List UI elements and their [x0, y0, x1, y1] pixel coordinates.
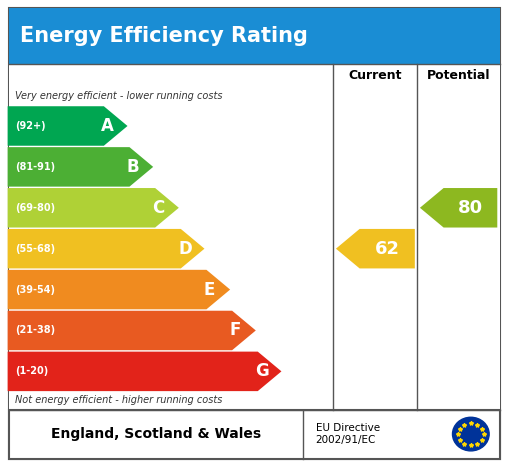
Polygon shape [420, 188, 497, 227]
Polygon shape [8, 147, 153, 187]
Text: 62: 62 [375, 240, 400, 258]
Polygon shape [336, 229, 415, 269]
Bar [9, 410, 500, 459]
Text: Not energy efficient - higher running costs: Not energy efficient - higher running co… [15, 395, 222, 405]
Text: F: F [230, 321, 241, 340]
Text: (21-38): (21-38) [15, 325, 55, 335]
Text: 80: 80 [458, 199, 483, 217]
Circle shape [453, 417, 489, 451]
Text: A: A [101, 117, 114, 135]
Text: (55-68): (55-68) [15, 244, 55, 254]
Polygon shape [8, 106, 128, 146]
Text: Very energy efficient - lower running costs: Very energy efficient - lower running co… [15, 91, 223, 101]
Text: Current: Current [349, 69, 402, 82]
Polygon shape [8, 270, 230, 309]
Text: (92+): (92+) [15, 121, 46, 131]
Bar [9, 8, 500, 64]
Bar [9, 64, 500, 88]
Polygon shape [8, 311, 256, 350]
Text: EU Directive
2002/91/EC: EU Directive 2002/91/EC [316, 423, 380, 445]
Text: Energy Efficiency Rating: Energy Efficiency Rating [20, 26, 308, 46]
Text: (81-91): (81-91) [15, 162, 55, 172]
Text: E: E [204, 281, 215, 298]
Text: D: D [178, 240, 192, 258]
Polygon shape [8, 188, 179, 227]
Text: Potential: Potential [427, 69, 490, 82]
Text: B: B [127, 158, 139, 176]
Polygon shape [8, 352, 281, 391]
Text: C: C [153, 199, 165, 217]
Text: (1-20): (1-20) [15, 367, 48, 376]
Bar [9, 88, 500, 410]
Polygon shape [8, 229, 205, 269]
Text: (69-80): (69-80) [15, 203, 55, 213]
Text: G: G [255, 362, 269, 380]
Text: (39-54): (39-54) [15, 284, 55, 295]
Text: England, Scotland & Wales: England, Scotland & Wales [51, 427, 261, 441]
